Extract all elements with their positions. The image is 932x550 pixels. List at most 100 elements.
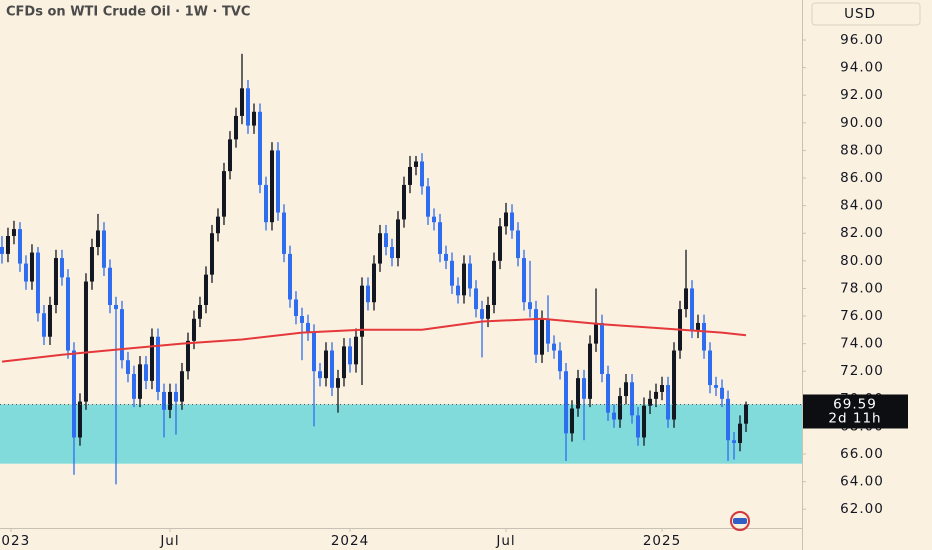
candle-body [41,313,46,337]
candle-body [329,350,334,388]
y-tick-label: 84.00 [840,198,884,214]
candle-body [738,423,743,443]
candle-body [636,415,641,438]
candle-body [395,219,400,259]
candle-body [414,161,419,167]
candle-body [227,139,232,172]
candle-body [95,230,100,248]
candle-body [696,322,701,330]
candle-body [125,360,130,374]
logo-core [733,518,747,524]
candle-body [402,184,407,220]
candle-body [5,235,10,254]
candle-body [432,216,437,223]
candle-body [137,364,142,399]
candle-body [606,373,611,413]
candle-body [161,391,166,410]
candle-body [335,378,340,388]
candle-body [209,233,214,275]
candle-body [359,285,364,337]
candle-body [221,171,226,217]
candle-body [257,111,262,185]
candle-body [0,247,4,254]
currency-box[interactable] [811,2,921,26]
currency[interactable]: USD [844,6,876,22]
candle-body [570,408,575,434]
candle-body [732,440,737,443]
candle-body [191,318,196,341]
zone [0,404,802,464]
price-label: 69.59 [833,396,877,412]
candle-body [263,184,268,223]
y-tick-label: 94.00 [840,60,884,76]
candle-body [648,398,653,406]
candle-body [504,212,509,227]
logo-ring [730,511,750,531]
candle-body [630,382,635,416]
candle-body [654,391,659,399]
y-tick-label: 76.00 [840,308,884,324]
moving-average [1,317,747,363]
logo [730,511,750,531]
candle-body [83,281,88,402]
candle-body [624,382,629,397]
candle-body [486,304,491,319]
candle-body [534,309,539,355]
candle-body [155,336,160,392]
candle-body [77,401,82,438]
candle-body [690,288,695,330]
y-tick-label: 96.00 [840,32,884,48]
candle-body [197,304,202,319]
candle-body [59,258,64,278]
candle-body [498,226,503,261]
candle-body [299,316,304,323]
candle-body [317,371,322,379]
candle-body [389,247,394,259]
y-tick-label: 74.00 [840,336,884,352]
candle-body [377,233,382,264]
countdown: 2d 11h [828,410,881,426]
candle-body [558,350,563,372]
candle-body [594,322,599,344]
candle-body [642,405,647,438]
candle-body [365,285,370,303]
candle-body [474,288,479,310]
candle-body [420,161,425,187]
x-tick-label: 2024 [331,533,369,549]
candle-body [11,229,16,236]
candle-body [89,247,94,282]
candle-body [185,340,190,372]
candle-body [293,299,298,317]
candle-body [720,387,725,399]
y-tick-label: 78.00 [840,280,884,296]
candle-body [47,304,52,337]
x-tick-label: Jul [159,533,179,549]
candle-body [540,318,545,355]
y-tick-label: 86.00 [840,170,884,186]
candle-body [510,212,515,231]
candle-body [251,111,256,126]
candle-body [131,373,136,399]
x-tick-label: 2023 [0,533,30,549]
candle-body [492,260,497,305]
candle-body [564,371,569,434]
candle-body [660,385,665,392]
candle-body [113,304,118,310]
candle-body [480,309,485,319]
candle-body [552,343,557,351]
candle-body [23,263,28,282]
candle-body [438,222,443,254]
candle-body [353,336,358,365]
candle-body [17,229,22,264]
candle-body [287,253,292,300]
y-tick-label: 80.00 [840,253,884,269]
candle-body [101,230,106,268]
candle-body [71,350,76,438]
y-tick-label: 64.00 [840,474,884,490]
candle-body [179,371,184,402]
plot-area [0,53,802,485]
chart-title: CFDs on WTI Crude Oil · 1W · TVC [6,5,250,20]
candle-body [215,216,220,234]
candle-body [269,150,274,223]
